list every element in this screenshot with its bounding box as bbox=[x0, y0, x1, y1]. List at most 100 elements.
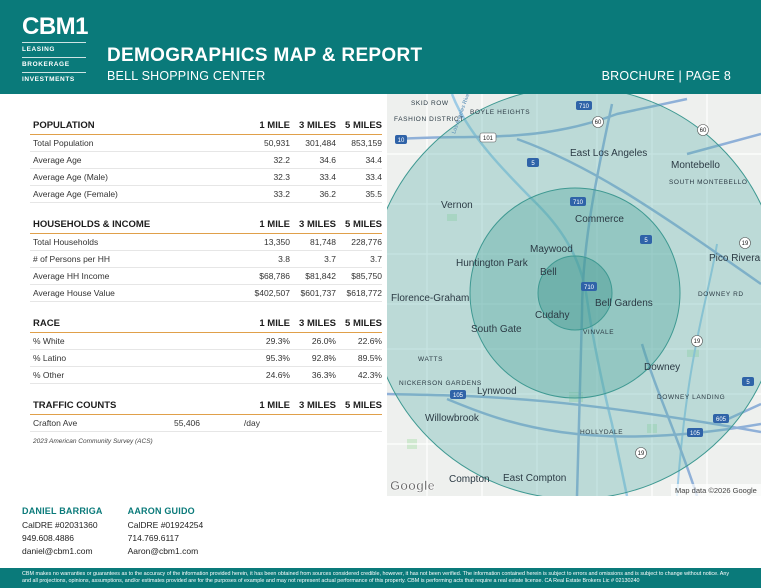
cell: 36.3% bbox=[311, 370, 336, 380]
contact-card: AARON GUIDO CalDRE #01924254 714.769.611… bbox=[128, 505, 204, 558]
section-title: RACE bbox=[33, 318, 60, 329]
map-label: Florence-Graham bbox=[391, 293, 469, 304]
map-label: Downey bbox=[644, 362, 680, 373]
section-title: HOUSEHOLDS & INCOME bbox=[33, 219, 151, 230]
cell: 33.2 bbox=[273, 189, 290, 199]
map-label: WATTS bbox=[418, 356, 443, 363]
park-area bbox=[447, 214, 457, 221]
map-label: South Gate bbox=[471, 324, 522, 335]
page-subtitle: BELL SHOPPING CENTER bbox=[107, 69, 266, 83]
map-label: DOWNEY LANDING bbox=[657, 394, 725, 401]
radius-ring-3-miles bbox=[469, 187, 681, 399]
svg-text:105: 105 bbox=[453, 393, 464, 399]
svg-text:101: 101 bbox=[483, 136, 494, 142]
map-label: HOLLYDALE bbox=[580, 429, 623, 436]
row-label: Total Households bbox=[33, 237, 99, 247]
cell: 22.6% bbox=[357, 336, 382, 346]
park-area bbox=[687, 349, 699, 357]
svg-text:60: 60 bbox=[595, 120, 602, 126]
table-row: % Latino 95.3% 92.8% 89.5% bbox=[30, 350, 382, 367]
svg-text:19: 19 bbox=[638, 451, 645, 457]
cell: 301,484 bbox=[305, 138, 336, 148]
col-1-mile: 1 MILE bbox=[259, 120, 290, 131]
map-label: BOYLE HEIGHTS bbox=[470, 109, 530, 116]
highway-shield-icon: 5 bbox=[527, 158, 539, 167]
col-1-mile: 1 MILE bbox=[259, 219, 290, 230]
cell: 95.3% bbox=[265, 353, 290, 363]
svg-text:605: 605 bbox=[716, 417, 727, 423]
map-label: Compton bbox=[449, 474, 490, 485]
svg-text:105: 105 bbox=[690, 431, 701, 437]
svg-text:5: 5 bbox=[531, 161, 535, 167]
contact-license: CalDRE #01924254 bbox=[127, 520, 204, 530]
table-row: Average HH Income $68,786 $81,842 $85,750 bbox=[30, 268, 382, 285]
page-number: BROCHURE | PAGE 8 bbox=[601, 69, 731, 83]
section-header: TRAFFIC COUNTS 1 MILE 3 MILES 5 MILES bbox=[30, 397, 382, 415]
map-label: Pico Rivera bbox=[709, 253, 761, 264]
contact-email[interactable]: Aaron@cbm1.com bbox=[127, 546, 199, 556]
contact-phone[interactable]: 714.769.6117 bbox=[127, 533, 180, 543]
contact-email[interactable]: daniel@cbm1.com bbox=[22, 546, 93, 556]
contact-license: CalDRE #02031360 bbox=[22, 520, 98, 530]
cell: $81,842 bbox=[305, 271, 336, 281]
cell: 853,159 bbox=[351, 138, 382, 148]
cell: $601,737 bbox=[300, 288, 336, 298]
attribution-bg bbox=[671, 484, 761, 496]
cell: 35.5 bbox=[365, 189, 382, 199]
race-section: RACE 1 MILE 3 MILES 5 MILES % White 29.3%… bbox=[30, 315, 382, 384]
svg-text:710: 710 bbox=[579, 104, 590, 110]
cell: 32.3 bbox=[273, 172, 290, 182]
highway-shield-icon: 105 bbox=[687, 428, 703, 437]
section-header: POPULATION 1 MILE 3 MILES 5 MILES bbox=[30, 117, 382, 135]
highway-shield-icon: 5 bbox=[640, 235, 652, 244]
google-logo: Google bbox=[390, 478, 435, 493]
highway-shield-icon: 5 bbox=[742, 377, 754, 386]
contact-name: DANIEL BARRIGA bbox=[22, 506, 103, 516]
map-label: Huntington Park bbox=[456, 258, 529, 269]
traffic-unit: /day bbox=[243, 418, 260, 428]
cell: 3.7 bbox=[324, 254, 336, 264]
map-label: Maywood bbox=[530, 244, 573, 255]
highway-shield-icon: 105 bbox=[450, 390, 466, 399]
svg-text:60: 60 bbox=[700, 128, 707, 134]
map-label: SOUTH MONTEBELLO bbox=[669, 179, 748, 186]
map-label: Vernon bbox=[441, 200, 473, 211]
map-label: East Los Angeles bbox=[570, 148, 647, 159]
col-3-miles: 3 MILES bbox=[299, 219, 336, 230]
map-label: Montebello bbox=[671, 160, 720, 171]
svg-text:5: 5 bbox=[644, 238, 648, 244]
cell: $68,786 bbox=[259, 271, 290, 281]
row-label: Average Age bbox=[33, 155, 82, 165]
table-row: Average Age (Female) 33.2 36.2 35.5 bbox=[30, 186, 382, 203]
cell: 24.6% bbox=[265, 370, 290, 380]
contact-phone[interactable]: 949.608.4886 bbox=[22, 533, 74, 543]
logo-tagline-brokerage: BROKERAGE bbox=[22, 57, 86, 70]
map-label: VINVALE bbox=[583, 329, 614, 336]
table-row: # of Persons per HH 3.8 3.7 3.7 bbox=[30, 251, 382, 268]
radius-map[interactable]: SKID ROW BOYLE HEIGHTS FASHION DISTRICT … bbox=[387, 94, 761, 496]
table-row: Crafton Ave 55,406 /day bbox=[30, 415, 382, 432]
map-label: East Compton bbox=[503, 473, 566, 484]
col-1-mile: 1 MILE bbox=[259, 400, 290, 411]
highway-shield-icon: 101 bbox=[479, 132, 497, 143]
highway-shield-icon: 60 bbox=[592, 116, 604, 128]
svg-text:10: 10 bbox=[398, 138, 405, 144]
map-attribution: Map data ©2026 Google bbox=[675, 486, 757, 495]
col-5-miles: 5 MILES bbox=[345, 219, 382, 230]
cell: 50,931 bbox=[264, 138, 290, 148]
demographics-tables: POPULATION 1 MILE 3 MILES 5 MILES Total … bbox=[30, 117, 382, 445]
footer-disclaimer: CBM makes no warranties or guarantees as… bbox=[0, 568, 761, 588]
cell: $402,507 bbox=[254, 288, 290, 298]
highway-shields: 710 101 60 60 5 10 710 5 19 710 19 5 105… bbox=[395, 101, 754, 459]
logo-wordmark: CBM1 bbox=[22, 13, 89, 40]
la-river bbox=[450, 94, 629, 496]
cell: $85,750 bbox=[351, 271, 382, 281]
section-title: TRAFFIC COUNTS bbox=[33, 400, 117, 411]
row-label: Average Age (Female) bbox=[33, 189, 118, 199]
highway-shield-icon: 19 bbox=[691, 335, 703, 347]
cell: 42.3% bbox=[357, 370, 382, 380]
map-label: SKID ROW bbox=[411, 100, 449, 107]
cell: 13,350 bbox=[264, 237, 290, 247]
col-3-miles: 3 MILES bbox=[299, 120, 336, 131]
traffic-count: 55,406 bbox=[174, 418, 200, 428]
